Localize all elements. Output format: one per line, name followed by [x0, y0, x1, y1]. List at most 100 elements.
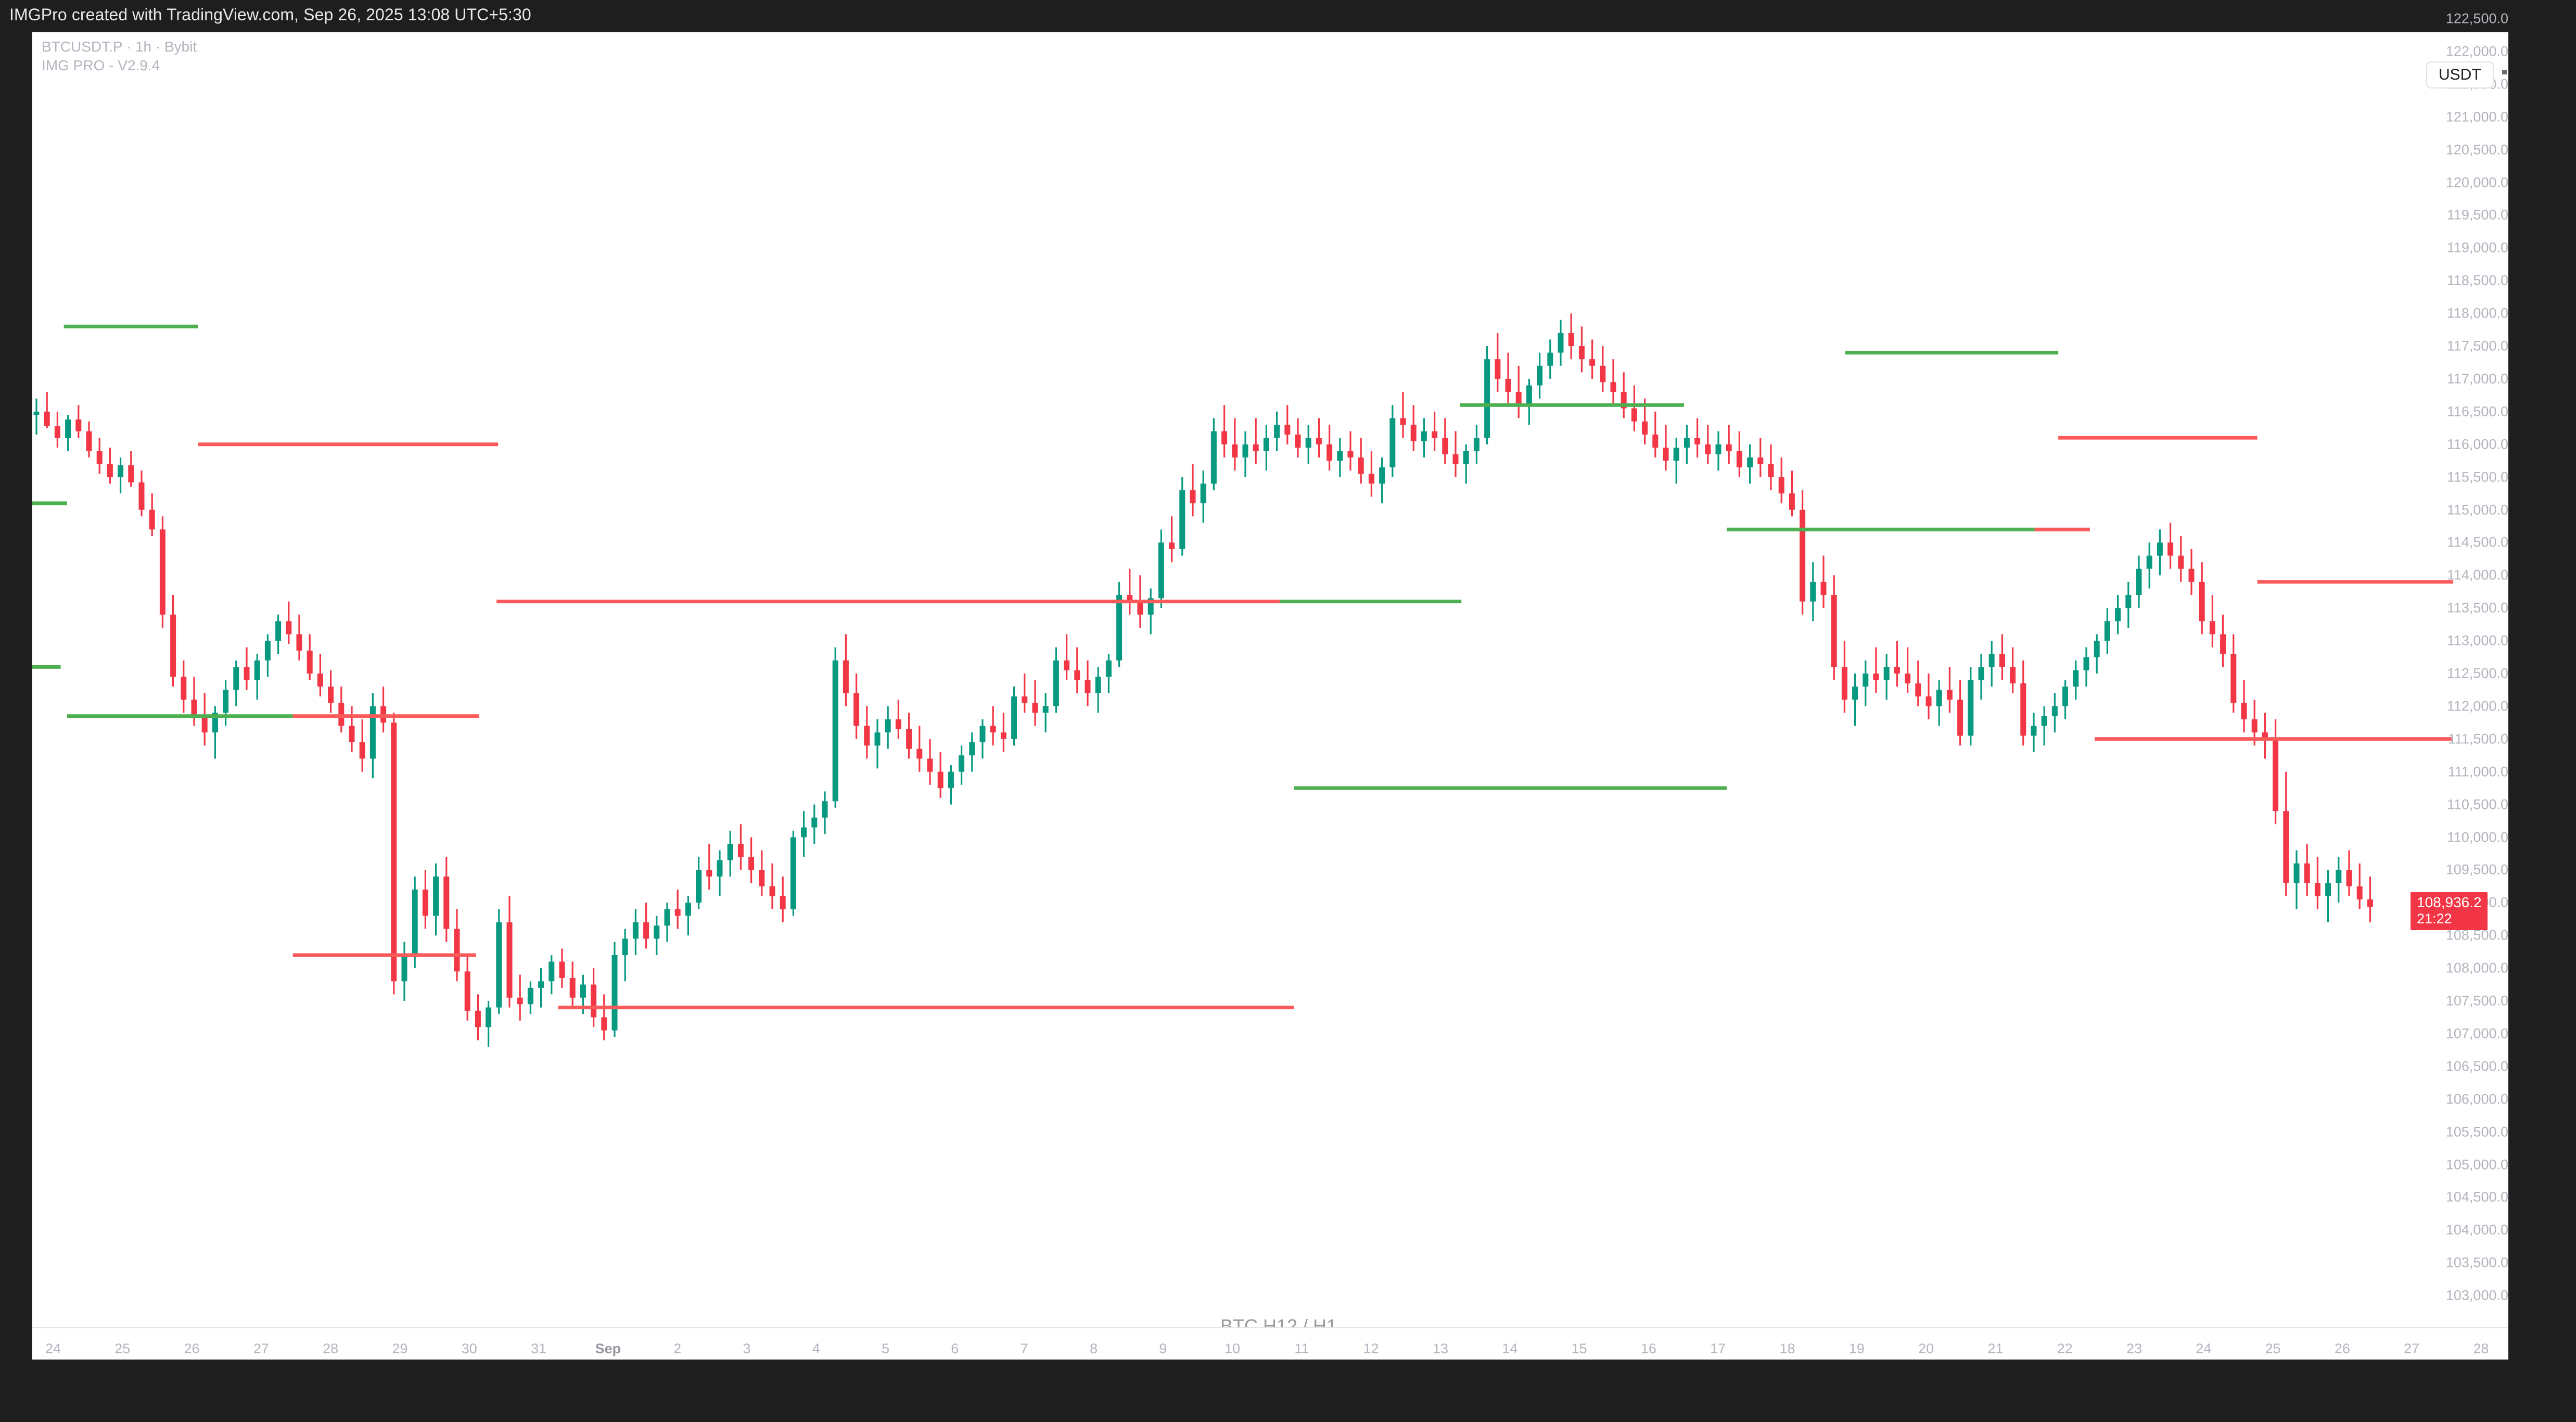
candle-body [538, 981, 544, 988]
price-tick: 114,500.0 [2446, 534, 2508, 550]
candle-body [138, 482, 145, 510]
candle-body [737, 844, 744, 857]
currency-button[interactable]: USDT [2426, 61, 2494, 88]
candle-body [1432, 431, 1438, 438]
candlestick-plot[interactable] [32, 32, 2508, 1360]
candle-body [170, 614, 176, 677]
candle-body [244, 667, 250, 680]
candle-body [1179, 490, 1185, 549]
candle-body [1715, 444, 1721, 454]
time-tick: 24 [2196, 1341, 2212, 1356]
price-scale[interactable]: 122,500.0122,000.0121,500.0121,000.0120,… [2411, 11, 2541, 1360]
candle-body [1463, 451, 1469, 464]
candle-body [2115, 608, 2121, 621]
price-tick: 117,000.0 [2446, 371, 2508, 387]
right-gutter [2540, 32, 2576, 1360]
time-tick: 8 [1089, 1341, 1098, 1356]
candle-body [1347, 451, 1354, 458]
candle-body [65, 419, 71, 438]
candle-body [433, 876, 439, 916]
candle-body [369, 706, 376, 759]
time-tick: 26 [2334, 1341, 2350, 1356]
candle-body [1610, 382, 1616, 392]
candle-body [1600, 365, 1606, 383]
legend-indicator[interactable]: IMG PRO - V2.9.4 [42, 57, 160, 73]
candle-body [1169, 542, 1175, 549]
time-tick: 15 [1571, 1341, 1587, 1356]
candle-body [1053, 660, 1059, 706]
legend-symbol[interactable]: BTCUSDT.P · 1h · Bybit [42, 39, 197, 55]
candle-body [2010, 667, 2016, 683]
candle-body [1957, 700, 1963, 736]
candle-body [874, 732, 881, 746]
candle-body [2178, 555, 2184, 569]
candle-body [1495, 359, 1501, 379]
time-scale[interactable]: 24 25 26 27 28 29 30 31 Sep 2 3 4 5 6 7 8 9 10 11 12 13 14 15 1… [32, 1327, 2508, 1360]
candle-body [2073, 670, 2079, 687]
candle-body [979, 726, 986, 743]
candle-body [54, 426, 60, 438]
candle-body [2146, 555, 2152, 569]
candle-body [2167, 542, 2174, 556]
candle-body [2136, 568, 2142, 595]
time-tick: 6 [951, 1341, 959, 1356]
candle-body [2325, 883, 2331, 896]
candle-body [1442, 438, 1448, 454]
candle-body [359, 742, 365, 759]
candle-body [1547, 352, 1553, 366]
candle-body [33, 411, 40, 415]
time-tick: 22 [2057, 1341, 2073, 1356]
candle-body [1652, 434, 1659, 448]
candle-body [748, 857, 755, 870]
candle-body [1999, 654, 2005, 667]
candle-body [1988, 654, 1995, 667]
candle-body [2188, 568, 2195, 582]
candle-body [1684, 438, 1690, 448]
time-tick: 12 [1363, 1341, 1379, 1356]
candle-body [2367, 899, 2373, 907]
candle-body [2220, 634, 2226, 654]
candle-body [727, 844, 733, 860]
time-tick: 28 [2473, 1341, 2489, 1356]
candle-body [580, 984, 586, 998]
candle-body [1968, 680, 1974, 736]
price-tick: 112,000.0 [2446, 698, 2508, 714]
time-tick: 20 [1918, 1341, 1934, 1356]
candle-body [1473, 438, 1480, 451]
candle-body [843, 660, 849, 693]
time-tick: 25 [114, 1341, 131, 1356]
time-tick: 16 [1640, 1341, 1656, 1356]
price-tick: 103,500.0 [2445, 1254, 2508, 1271]
candle-body [1200, 484, 1206, 503]
candle-body [591, 984, 597, 1018]
candle-body [1421, 431, 1427, 441]
candle-body [496, 922, 502, 1008]
candle-body [1484, 359, 1490, 438]
time-tick: 24 [45, 1341, 61, 1356]
candle-body [864, 726, 870, 746]
candle-body [927, 758, 933, 772]
candle-body [2241, 703, 2247, 720]
candle-body [832, 660, 838, 802]
candle-body [1379, 467, 1385, 484]
candle-body [486, 1007, 492, 1027]
candle-body [1515, 392, 1522, 405]
price-tick: 120,500.0 [2445, 142, 2508, 158]
left-gutter [0, 32, 32, 1360]
candle-body [1873, 674, 1879, 680]
candle-body [2041, 716, 2047, 726]
candle-body [1747, 457, 1753, 467]
price-tick: 114,000.0 [2446, 567, 2508, 583]
candle-body [517, 997, 523, 1005]
time-tick: 31 [531, 1341, 547, 1356]
candle-body [895, 719, 901, 729]
time-tick: 17 [1710, 1341, 1726, 1356]
chart-canvas[interactable]: BTCUSDT.P · 1h · Bybit IMG PRO - V2.9.4 … [32, 11, 2508, 1360]
candle-body [1505, 378, 1511, 392]
candle-body [790, 837, 796, 909]
candle-body [1011, 696, 1017, 739]
candle-body [1147, 598, 1154, 615]
candle-body [1221, 431, 1228, 445]
price-tick: 110,500.0 [2446, 796, 2508, 812]
